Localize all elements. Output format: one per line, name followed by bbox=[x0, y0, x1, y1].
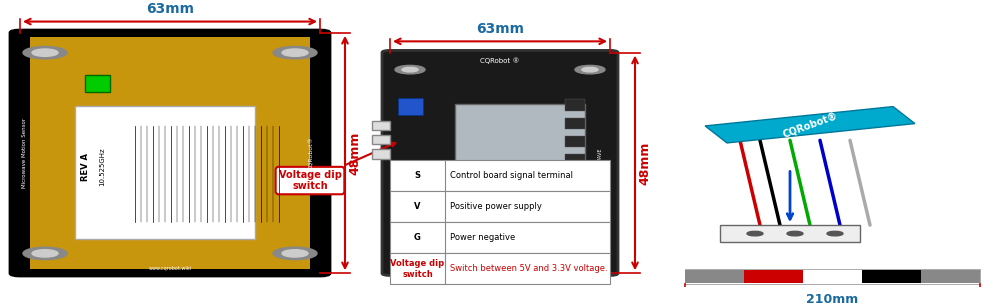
Text: www.cqrobot.wiki: www.cqrobot.wiki bbox=[148, 266, 191, 271]
Text: Positive power supply: Positive power supply bbox=[450, 202, 542, 211]
FancyBboxPatch shape bbox=[382, 50, 618, 275]
Text: Microwave Motion Sensor: Microwave Motion Sensor bbox=[22, 118, 28, 188]
Circle shape bbox=[395, 252, 425, 260]
Text: CQRobot®: CQRobot® bbox=[781, 110, 839, 139]
Circle shape bbox=[32, 49, 58, 56]
Text: S: S bbox=[415, 171, 421, 180]
Circle shape bbox=[575, 252, 605, 260]
Polygon shape bbox=[705, 106, 915, 143]
Text: www.cqrobot.wiki: www.cqrobot.wiki bbox=[479, 262, 522, 267]
Text: Power negative: Power negative bbox=[450, 233, 515, 242]
FancyBboxPatch shape bbox=[565, 173, 585, 184]
Bar bbox=[390, 191, 610, 222]
Circle shape bbox=[582, 67, 598, 72]
Circle shape bbox=[402, 254, 418, 258]
Text: V: V bbox=[414, 202, 421, 211]
Text: 63mm: 63mm bbox=[476, 22, 524, 36]
Bar bbox=[390, 222, 610, 253]
FancyBboxPatch shape bbox=[565, 154, 585, 166]
Bar bbox=[685, 270, 744, 283]
Text: Control board signal terminal: Control board signal terminal bbox=[450, 171, 573, 180]
Text: G: G bbox=[414, 233, 421, 242]
Text: 48mm: 48mm bbox=[348, 131, 361, 175]
Bar bbox=[390, 253, 610, 285]
Text: Switch between 5V and 3.3V voltage.: Switch between 5V and 3.3V voltage. bbox=[450, 264, 608, 273]
FancyBboxPatch shape bbox=[565, 191, 585, 203]
Circle shape bbox=[582, 254, 598, 258]
Text: 210mm: 210mm bbox=[806, 293, 859, 305]
Text: Voltage dip
switch: Voltage dip switch bbox=[279, 143, 395, 191]
Text: 63mm: 63mm bbox=[146, 2, 194, 16]
Circle shape bbox=[273, 247, 317, 260]
FancyBboxPatch shape bbox=[372, 121, 390, 130]
Circle shape bbox=[282, 49, 308, 56]
FancyBboxPatch shape bbox=[720, 225, 860, 242]
Bar bbox=[921, 270, 980, 283]
Text: REV A: REV A bbox=[80, 153, 90, 181]
FancyBboxPatch shape bbox=[565, 228, 585, 239]
FancyBboxPatch shape bbox=[75, 106, 255, 239]
Circle shape bbox=[273, 46, 317, 59]
FancyBboxPatch shape bbox=[30, 37, 310, 269]
Circle shape bbox=[23, 247, 67, 260]
Text: Voltage dip
switch: Voltage dip switch bbox=[390, 259, 445, 279]
Circle shape bbox=[402, 67, 418, 72]
Bar bbox=[862, 270, 921, 283]
FancyBboxPatch shape bbox=[398, 98, 423, 115]
Bar bbox=[685, 269, 980, 285]
FancyBboxPatch shape bbox=[565, 136, 585, 147]
Circle shape bbox=[575, 65, 605, 74]
Circle shape bbox=[32, 250, 58, 257]
Text: MICROWAVE: MICROWAVE bbox=[598, 148, 602, 178]
Text: 10.525GHz: 10.525GHz bbox=[99, 148, 105, 186]
Circle shape bbox=[787, 231, 803, 236]
Text: 48mm: 48mm bbox=[638, 141, 651, 185]
FancyBboxPatch shape bbox=[372, 149, 390, 159]
FancyBboxPatch shape bbox=[372, 135, 390, 144]
Circle shape bbox=[23, 46, 67, 59]
FancyBboxPatch shape bbox=[565, 118, 585, 129]
Bar bbox=[803, 270, 862, 283]
FancyBboxPatch shape bbox=[565, 99, 585, 111]
Text: CQRobot®: CQRobot® bbox=[309, 136, 315, 170]
Text: CQRobot ®: CQRobot ® bbox=[480, 58, 520, 64]
Circle shape bbox=[575, 191, 595, 197]
FancyBboxPatch shape bbox=[455, 104, 585, 239]
Bar bbox=[390, 160, 610, 191]
Circle shape bbox=[747, 231, 763, 236]
FancyBboxPatch shape bbox=[565, 210, 585, 221]
Circle shape bbox=[282, 250, 308, 257]
Circle shape bbox=[827, 231, 843, 236]
FancyBboxPatch shape bbox=[85, 75, 110, 92]
FancyBboxPatch shape bbox=[10, 30, 330, 276]
Bar bbox=[744, 270, 803, 283]
Circle shape bbox=[395, 65, 425, 74]
Circle shape bbox=[575, 220, 595, 225]
